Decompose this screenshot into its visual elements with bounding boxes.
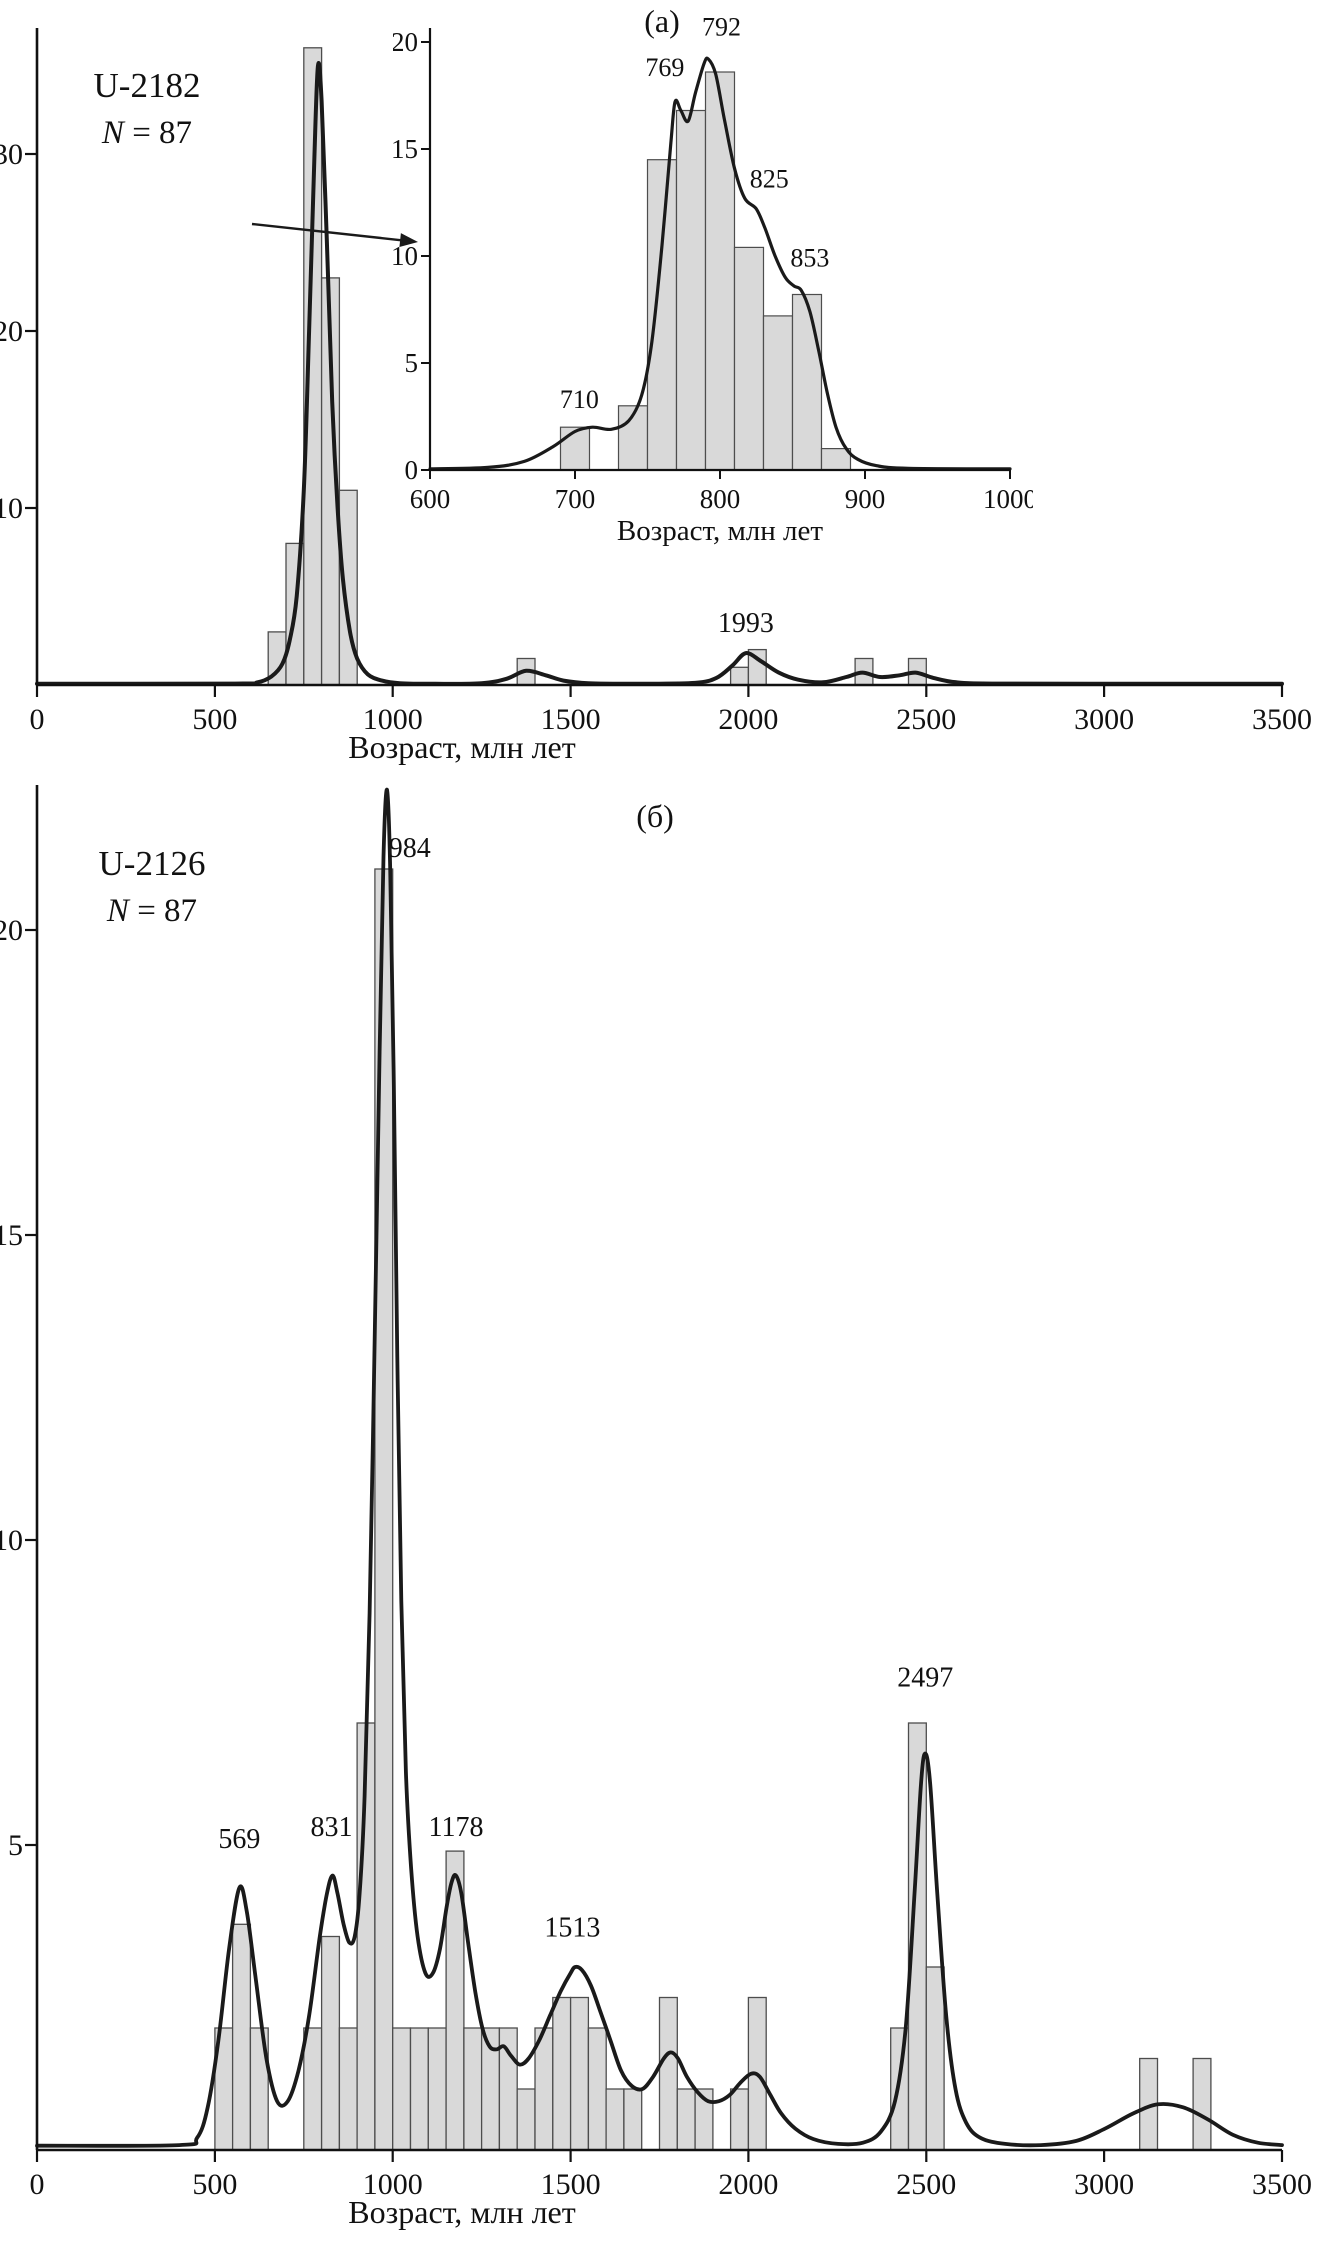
peak-age-label: 569 <box>218 1824 260 1855</box>
sample-label: U-2126 <box>99 844 206 883</box>
peak-age-label: 792 <box>702 13 741 42</box>
y-tick-label: 15 <box>0 1219 23 1252</box>
histogram-bar <box>675 109 707 471</box>
histogram-bar <box>791 293 823 471</box>
histogram-bar <box>231 1923 252 2151</box>
x-tick-label: 1500 <box>541 2168 601 2201</box>
y-tick-label: 10 <box>0 1524 23 1557</box>
x-tick-label: 0 <box>30 703 45 736</box>
x-tick-label: 2000 <box>718 703 778 736</box>
inset-pointer-arrow-line <box>251 222 413 243</box>
histogram-bar <box>820 448 852 471</box>
histogram-bar <box>676 2088 696 2151</box>
x-tick-label: 0 <box>30 2168 45 2201</box>
histogram-bar <box>658 1996 678 2151</box>
y-tick-label: 20 <box>0 315 23 348</box>
histogram-bar <box>559 426 591 471</box>
histogram-bar <box>925 1966 945 2151</box>
histogram-bars <box>214 868 1212 2151</box>
histogram-bar <box>605 2088 625 2151</box>
panel-b-age-histogram-chart: 0 500 1000 1500 2000 2500 3000 3500 5 10 15 20 Возра… <box>0 785 1312 2230</box>
x-tick-label: 3000 <box>1074 2168 1134 2201</box>
histogram-bar <box>762 315 794 471</box>
peak-age-label: 769 <box>645 53 684 82</box>
kde-curve <box>428 56 1012 471</box>
histogram-bar <box>427 2027 447 2151</box>
panel-label: (а) <box>644 3 680 39</box>
peak-age-label: 1993 <box>718 608 774 639</box>
kde-curve <box>35 787 1284 2148</box>
histogram-bar <box>338 2027 358 2151</box>
histogram-bar <box>623 2088 643 2151</box>
histogram-bar <box>392 2027 412 2151</box>
histogram-bar <box>516 2088 536 2151</box>
x-tick-label: 1000 <box>983 484 1033 514</box>
panel-label: (б) <box>636 798 674 834</box>
peak-age-label: 853 <box>790 244 829 273</box>
inset-pointer-arrowhead <box>399 233 418 247</box>
x-tick-label: 900 <box>845 484 886 514</box>
x-tick-label: 700 <box>555 484 596 514</box>
x-tick-label: 1500 <box>541 703 601 736</box>
histogram-bar <box>320 1935 341 2151</box>
y-tick-label: 10 <box>393 241 418 271</box>
x-axis-label: Возраст, млн лет <box>348 2194 575 2230</box>
x-tick-label: 1000 <box>363 703 423 736</box>
histogram-bar <box>552 1996 572 2151</box>
axes <box>25 785 1284 2162</box>
y-tick-label: 0 <box>405 455 419 485</box>
axes <box>25 28 1284 697</box>
y-tick-label: 20 <box>0 914 23 947</box>
histogram-bar <box>704 71 736 471</box>
y-tick-label: 5 <box>405 348 419 378</box>
peak-age-label: 710 <box>560 385 599 414</box>
sample-label: U-2182 <box>94 66 201 105</box>
y-tick-label: 30 <box>0 138 23 171</box>
panel-a-inset-zoom-chart: 600 700 800 900 1000 0 5 10 15 20 Возраст, млн лет… <box>393 13 1033 547</box>
x-tick-label: 2500 <box>896 2168 956 2201</box>
histogram-bar <box>733 246 765 471</box>
histogram-bar <box>646 159 678 471</box>
x-axis-label: Возраст, млн лет <box>617 515 823 547</box>
sample-label: N = 87 <box>101 115 192 151</box>
x-tick-label: 800 <box>700 484 741 514</box>
histogram-bars <box>559 71 852 471</box>
x-tick-label: 500 <box>192 703 237 736</box>
x-tick-label: 600 <box>410 484 451 514</box>
x-tick-label: 500 <box>192 2168 237 2201</box>
histogram-bar <box>587 2027 607 2151</box>
x-tick-label: 2500 <box>896 703 956 736</box>
histogram-bar <box>303 2027 323 2151</box>
peak-age-label: 2497 <box>897 1662 953 1693</box>
histogram-bar <box>569 1996 590 2151</box>
axes <box>421 28 1011 479</box>
peak-age-label: 1178 <box>429 1812 484 1843</box>
x-tick-label: 3500 <box>1252 703 1312 736</box>
sample-label: N = 87 <box>106 893 197 929</box>
histogram-bar <box>409 2027 429 2151</box>
histogram-bar <box>729 666 750 686</box>
y-tick-label: 10 <box>0 492 23 525</box>
y-tick-label: 20 <box>393 27 418 57</box>
histogram-bar <box>1192 2057 1212 2151</box>
x-tick-label: 1000 <box>363 2168 423 2201</box>
histogram-bar <box>729 2088 750 2151</box>
peak-age-label: 984 <box>389 833 431 864</box>
x-tick-label: 2000 <box>718 2168 778 2201</box>
peak-age-label: 825 <box>750 165 789 194</box>
peak-age-label: 1513 <box>544 1913 600 1944</box>
x-axis-label: Возраст, млн лет <box>348 729 575 765</box>
panel-a-age-histogram-chart: 0 500 1000 1500 2000 2500 3000 3500 10 20 30 Возрас… <box>0 3 1312 765</box>
histogram-bar <box>463 2027 483 2151</box>
peak-age-label: 831 <box>311 1812 353 1843</box>
y-tick-label: 15 <box>393 134 418 164</box>
y-tick-label: 5 <box>8 1829 23 1862</box>
histogram-bar <box>890 2027 910 2151</box>
x-tick-label: 3000 <box>1074 703 1134 736</box>
x-tick-label: 3500 <box>1252 2168 1312 2201</box>
